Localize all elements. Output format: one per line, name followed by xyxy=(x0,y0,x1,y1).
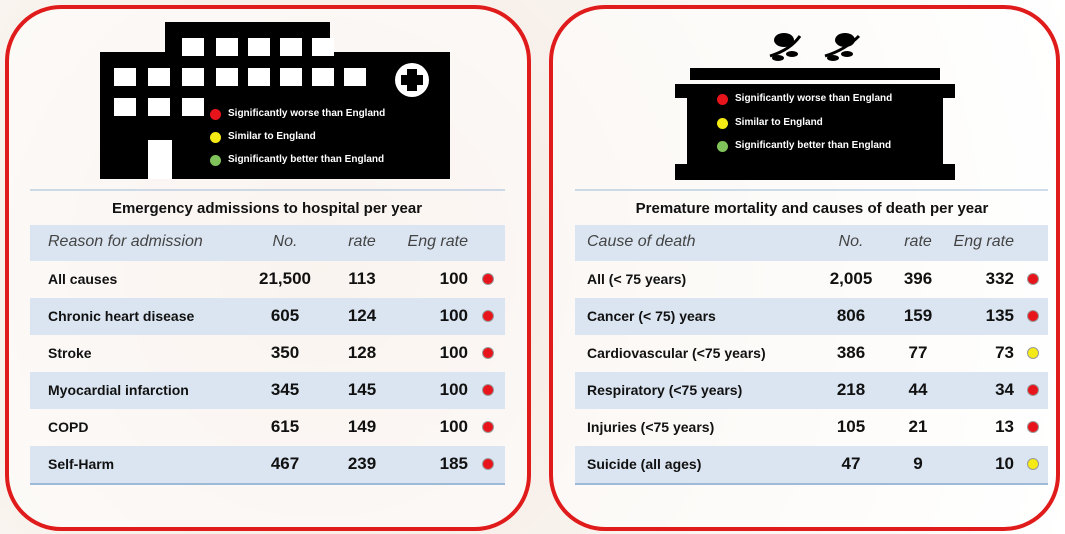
row-label: Stroke xyxy=(48,345,92,361)
cell: 10 xyxy=(995,454,1014,474)
row-label: All causes xyxy=(48,271,117,287)
cell: 34 xyxy=(995,380,1014,400)
cell: 239 xyxy=(348,454,376,474)
status-dot xyxy=(1027,458,1039,470)
column-header: No. xyxy=(839,233,864,251)
column-header: Cause of death xyxy=(587,233,696,251)
memorial-icon xyxy=(675,33,955,180)
row-label: Cardiovascular (<75 years) xyxy=(587,345,766,361)
cell: 128 xyxy=(348,343,376,363)
cell: 350 xyxy=(271,343,299,363)
status-dot xyxy=(1027,310,1039,322)
legend-label: Similar to England xyxy=(228,131,316,142)
cell: 332 xyxy=(986,269,1014,289)
cell: 145 xyxy=(348,380,376,400)
status-dot xyxy=(482,458,494,470)
legend-label: Similar to England xyxy=(735,117,823,128)
cell: 386 xyxy=(837,343,865,363)
cell: 47 xyxy=(842,454,861,474)
row-label: All (< 75 years) xyxy=(587,271,686,287)
cell: 605 xyxy=(271,306,299,326)
cell: 2,005 xyxy=(830,269,873,289)
cell: 159 xyxy=(904,306,932,326)
status-dot xyxy=(482,273,494,285)
column-header: Reason for admission xyxy=(48,233,203,251)
status-dot xyxy=(482,347,494,359)
cell: 13 xyxy=(995,417,1014,437)
status-dot xyxy=(482,384,494,396)
column-header: Eng rate xyxy=(408,233,468,251)
column-header: Eng rate xyxy=(954,233,1014,251)
legend-dot xyxy=(210,155,221,166)
infographic: Significantly worse than England Similar … xyxy=(0,0,1065,534)
legend-dot xyxy=(717,141,728,152)
table-bottom xyxy=(575,483,1048,485)
row-label: Cancer (< 75) years xyxy=(587,308,716,324)
table-bottom xyxy=(30,483,505,485)
row-label: Myocardial infarction xyxy=(48,382,189,398)
row-label: Suicide (all ages) xyxy=(587,456,701,472)
cell: 218 xyxy=(837,380,865,400)
column-header: rate xyxy=(348,233,376,251)
cell: 467 xyxy=(271,454,299,474)
column-header: No. xyxy=(273,233,298,251)
legend-dot xyxy=(210,132,221,143)
cell: 135 xyxy=(986,306,1014,326)
cell: 615 xyxy=(271,417,299,437)
cell: 124 xyxy=(348,306,376,326)
status-dot xyxy=(1027,273,1039,285)
row-label: COPD xyxy=(48,419,88,435)
cell: 9 xyxy=(913,454,922,474)
legend-dot xyxy=(210,109,221,120)
cell: 21,500 xyxy=(259,269,311,289)
column-header: rate xyxy=(904,233,932,251)
cell: 345 xyxy=(271,380,299,400)
status-dot xyxy=(1027,421,1039,433)
status-dot xyxy=(1027,384,1039,396)
legend-label: Significantly worse than England xyxy=(228,108,385,119)
cell: 44 xyxy=(909,380,928,400)
cell: 105 xyxy=(837,417,865,437)
cell: 185 xyxy=(440,454,468,474)
cell: 806 xyxy=(837,306,865,326)
cell: 77 xyxy=(909,343,928,363)
cell: 113 xyxy=(348,269,375,289)
cell: 100 xyxy=(440,380,468,400)
legend-dot xyxy=(717,94,728,105)
status-dot xyxy=(482,310,494,322)
row-label: Self-Harm xyxy=(48,456,114,472)
row-label: Chronic heart disease xyxy=(48,308,194,324)
status-dot xyxy=(482,421,494,433)
status-dot xyxy=(1027,347,1039,359)
cell: 73 xyxy=(995,343,1014,363)
cell: 149 xyxy=(348,417,376,437)
legend-label: Significantly better than England xyxy=(735,140,891,151)
row-label: Injuries (<75 years) xyxy=(587,419,714,435)
cell: 396 xyxy=(904,269,932,289)
cell: 100 xyxy=(440,306,468,326)
cell: 100 xyxy=(440,417,468,437)
cell: 21 xyxy=(909,417,928,437)
legend-dot xyxy=(717,118,728,129)
cell: 100 xyxy=(440,269,468,289)
row-label: Respiratory (<75 years) xyxy=(587,382,742,398)
table-title: Emergency admissions to hospital per yea… xyxy=(112,200,422,217)
legend-label: Significantly worse than England xyxy=(735,93,892,104)
table-title: Premature mortality and causes of death … xyxy=(636,200,989,217)
legend-label: Significantly better than England xyxy=(228,154,384,165)
cell: 100 xyxy=(440,343,468,363)
